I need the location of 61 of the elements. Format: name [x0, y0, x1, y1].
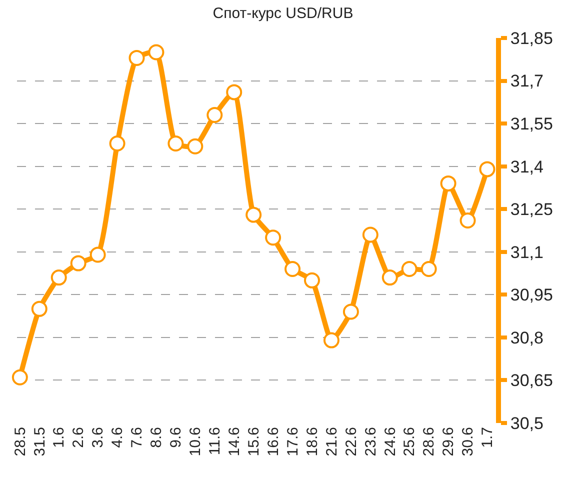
x-tick-label: 21.6	[323, 427, 340, 456]
x-tick-label: 2.6	[70, 427, 88, 448]
point	[284, 261, 301, 277]
x-tick-label: 8.6	[148, 427, 166, 448]
point	[342, 304, 359, 320]
point	[246, 206, 262, 223]
y-tick-label: 30,95	[510, 286, 553, 305]
point	[31, 300, 48, 317]
x-tick-label: 31.5	[31, 427, 48, 456]
y-tick-label: 30,5	[510, 414, 544, 433]
point	[168, 136, 184, 152]
point	[420, 261, 437, 277]
x-tick-label: 14.6	[226, 427, 243, 456]
y-tick-label: 31,1	[510, 242, 544, 262]
x-tick-label: 29.6	[440, 427, 458, 456]
x-tick-label: 28.5	[12, 427, 29, 456]
point	[109, 136, 126, 152]
x-tick-label: 23.6	[362, 427, 380, 456]
point	[401, 261, 418, 277]
point	[304, 272, 320, 288]
point	[187, 138, 204, 154]
x-tick-label: 16.6	[264, 427, 282, 456]
x-tick-label: 3.6	[90, 427, 107, 448]
y-tick-label: 30,8	[510, 328, 544, 348]
y-tick-label: 31,85	[510, 28, 553, 48]
point	[128, 50, 145, 66]
point	[265, 230, 282, 246]
point	[50, 270, 67, 286]
x-tick-label: 22.6	[342, 427, 360, 456]
y-tick-label: 31,55	[510, 114, 553, 134]
x-tick-label: 11.6	[206, 427, 224, 456]
y-tick-label: 31,25	[510, 200, 553, 220]
x-tick-label: 1.6	[50, 427, 68, 448]
chart-title: Спот-курс USD/RUB	[212, 4, 354, 22]
point	[440, 175, 456, 192]
point	[70, 255, 86, 272]
point	[148, 44, 164, 60]
x-tick-label: 4.6	[109, 427, 126, 448]
y-tick-label: 31,4	[510, 157, 544, 176]
y-tick-label: 30,65	[510, 371, 553, 390]
point	[90, 246, 106, 263]
x-tick-label: 17.6	[284, 427, 302, 456]
point	[226, 84, 242, 100]
point	[323, 332, 340, 348]
point	[12, 369, 28, 386]
x-tick-label: 25.6	[401, 427, 418, 456]
x-tick-label: 28.6	[420, 427, 438, 456]
x-tick-label: 10.6	[187, 427, 204, 456]
x-tick-label: 9.6	[168, 427, 185, 448]
point	[362, 226, 378, 243]
point	[206, 107, 223, 123]
x-tick-label: 18.6	[304, 427, 321, 456]
x-tick-label: 7.6	[128, 427, 146, 448]
x-tick-label: 30.6	[460, 427, 477, 456]
x-tick-label: 15.6	[245, 427, 262, 456]
point	[479, 161, 496, 178]
point	[382, 270, 398, 286]
x-tick-label: 24.6	[382, 427, 399, 456]
point	[460, 212, 476, 229]
y-tick-label: 31,7	[510, 72, 544, 91]
x-tick-label: 1.7	[479, 427, 496, 448]
